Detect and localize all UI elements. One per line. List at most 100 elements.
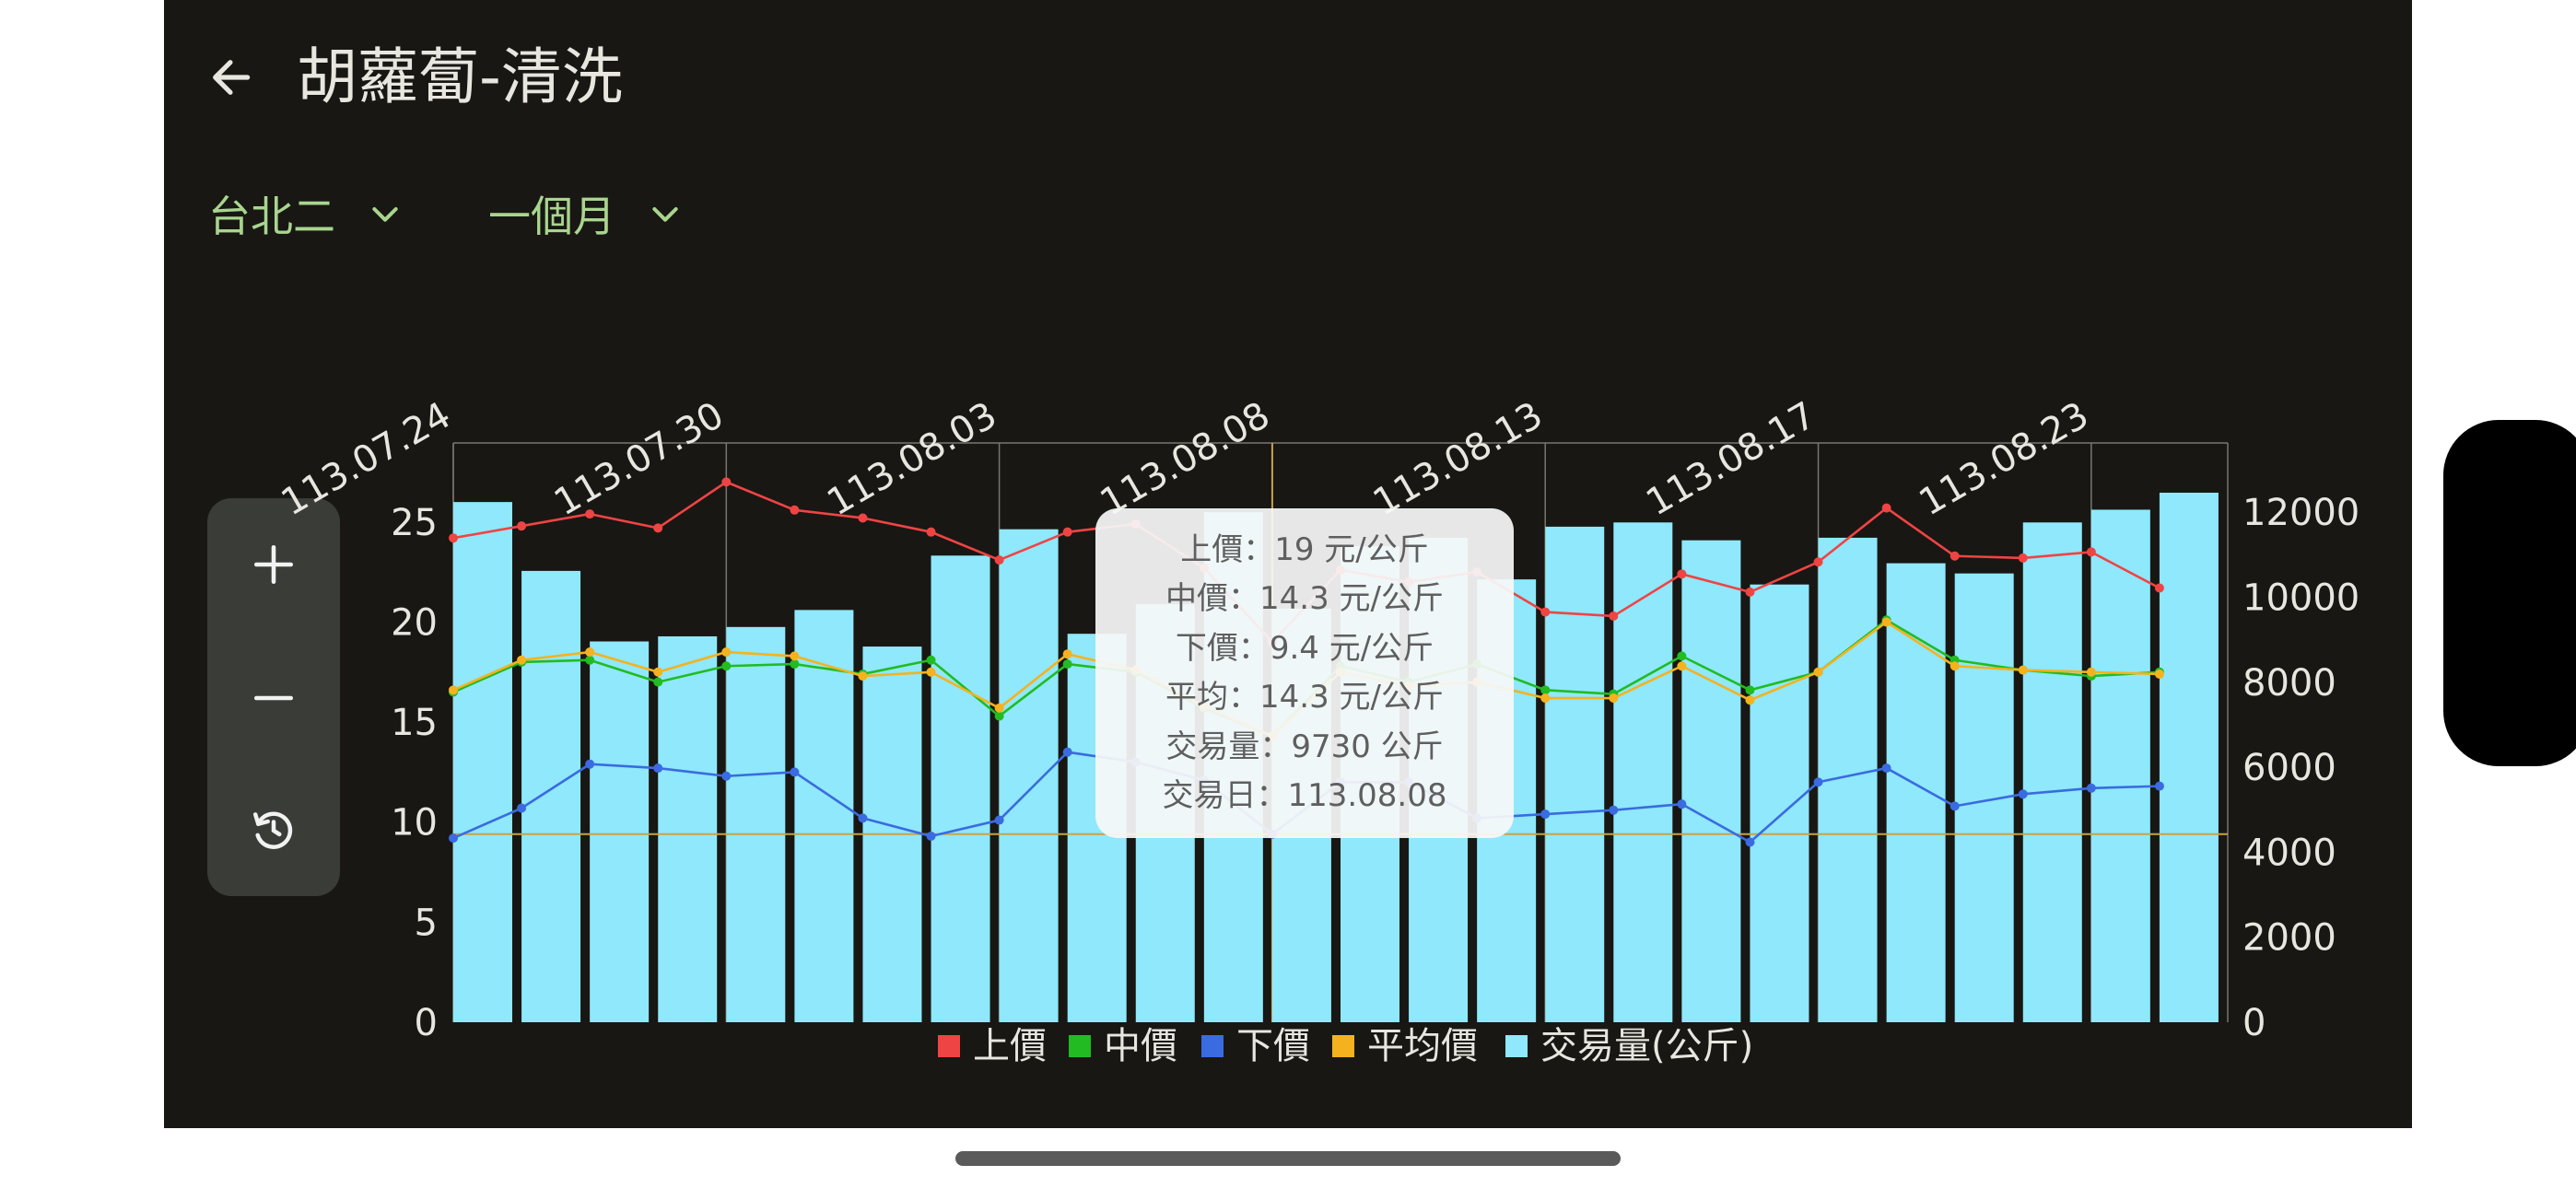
y-left-tick-label: 5 [415,902,438,944]
series-point [721,771,732,781]
series-point [1540,693,1551,704]
chevron-down-icon [367,195,404,232]
series-point [1677,569,1687,579]
series-point [790,651,800,661]
series-point [1881,617,1891,627]
series-point [1540,685,1551,695]
series-point [2086,667,2096,677]
series-point [926,655,936,665]
series-point [1813,667,1823,677]
back-button[interactable] [193,44,267,111]
y-left-tick-label: 25 [391,502,438,544]
series-point [790,767,800,777]
legend-label: 下價 [1236,1025,1310,1067]
series-point [585,759,595,769]
y-left-tick-label: 15 [391,702,438,744]
page-title: 胡蘿蔔-清洗 [297,41,623,112]
series-point [449,685,458,695]
y-right-tick-label: 12000 [2242,492,2359,534]
series-point [1745,695,1755,705]
series-point [2018,665,2028,675]
zoom-in-button[interactable] [207,509,340,620]
series-point [926,527,936,537]
series-point [2086,783,2096,793]
legend-swatch [1332,1035,1354,1057]
series-point [721,661,732,671]
series-point [1745,837,1755,847]
volume-bar [590,641,650,1022]
series-point [1062,527,1072,537]
volume-bar [1613,522,1673,1022]
volume-bar [1545,526,1605,1022]
series-point [994,555,1004,565]
market-dropdown-label: 台北二 [208,192,335,241]
tooltip-volume: 交易量：9730 公斤 [1165,728,1444,765]
tooltip-trade-date: 交易日：113.08.08 [1162,777,1447,814]
series-point [1950,551,1960,561]
volume-bar [1750,584,1809,1022]
legend-swatch [938,1035,960,1057]
series-point [1609,805,1619,815]
series-point [2018,553,2028,563]
legend-label: 交易量(公斤) [1540,1025,1753,1067]
y-right-tick-label: 2000 [2242,917,2336,960]
volume-bar [1681,540,1741,1022]
volume-bar [999,529,1059,1022]
side-handle [2443,420,2576,766]
x-tick-label: 113.08.08 [1094,394,1277,525]
x-tick-label: 113.08.17 [1639,394,1822,525]
series-point [1609,693,1619,704]
home-indicator[interactable] [955,1151,1621,1166]
volume-bar [1886,563,1946,1022]
volume-bar [521,570,581,1022]
volume-bar [726,626,786,1022]
reset-icon [252,811,293,849]
y-left-tick-label: 10 [391,802,438,844]
series-point [1813,557,1823,567]
volume-bar [931,555,990,1022]
series-point [1881,763,1891,774]
series-point [994,703,1004,713]
y-right-tick-label: 8000 [2242,662,2336,705]
legend-label: 平均價 [1367,1025,1478,1067]
series-point [2086,547,2096,557]
chart-tooltip: 上價：19 元/公斤 中價：14.3 元/公斤 下價：9.4 元/公斤 平均：1… [1095,508,1514,838]
series-point [449,533,458,543]
series-point [858,513,868,523]
x-tick-label: 113.08.23 [1913,394,2096,525]
series-point [790,659,800,670]
series-point [926,667,936,677]
period-dropdown-label: 一個月 [488,192,615,241]
arrow-left-icon [213,60,251,95]
y-right-tick-label: 4000 [2242,832,2336,874]
legend-label: 上價 [973,1025,1047,1067]
series-point [1813,777,1823,787]
x-tick-label: 113.07.30 [547,394,731,525]
series-point [1062,659,1072,670]
series-point [1881,503,1891,513]
series-point [721,477,732,487]
series-point [1950,801,1960,811]
tooltip-middle-price: 中價：14.3 元/公斤 [1165,580,1444,617]
zoom-out-button[interactable] [207,643,340,753]
x-tick-label: 113.08.03 [820,394,1003,525]
tooltip-average-price: 平均：14.3 元/公斤 [1165,679,1444,716]
period-dropdown[interactable]: 一個月 [488,177,684,250]
market-dropdown[interactable]: 台北二 [208,177,404,250]
series-point [2154,669,2164,679]
series-point [1540,809,1551,820]
y-right-tick-label: 10000 [2242,577,2359,620]
series-point [653,667,663,677]
y-left-tick-label: 0 [415,1002,438,1044]
series-point [653,763,663,774]
volume-bar [2022,522,2082,1022]
series-point [1062,649,1072,659]
series-point [585,647,595,658]
series-point [1745,587,1755,597]
series-point [1062,747,1072,757]
reset-zoom-button[interactable] [207,775,340,885]
series-point [517,521,527,531]
series-point [721,647,732,658]
legend-swatch [1201,1035,1224,1057]
